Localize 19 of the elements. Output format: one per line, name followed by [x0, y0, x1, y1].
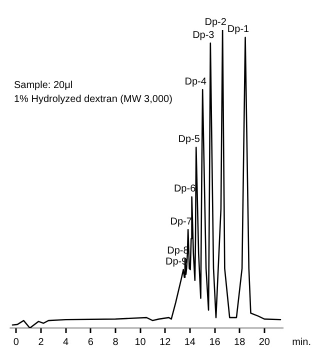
annotation: Dp-3: [192, 30, 215, 41]
x-tick-label: 6: [88, 336, 94, 348]
x-tick-label: 18: [234, 336, 246, 348]
x-tick-label: 10: [134, 336, 146, 348]
x-axis-title: min.: [292, 336, 311, 348]
x-tick-label: 12: [160, 336, 172, 348]
x-tick-label: 16: [209, 336, 221, 348]
x-tick-label: 14: [184, 336, 196, 348]
annotation: Dp-2: [204, 16, 227, 28]
annotation: Dp-5: [178, 134, 200, 146]
x-tick-label: 4: [63, 336, 70, 348]
x-tick-label: 8: [112, 336, 119, 348]
annotation: 1% Hydrolyzed dextran (MW 3,000): [14, 94, 172, 105]
x-tick-label: 20: [258, 336, 270, 348]
annotation: Sample: 20μl: [14, 80, 73, 91]
annotation: Dp-4: [184, 76, 207, 88]
x-tick-label: 2: [38, 336, 44, 348]
x-tick-label: 0: [13, 336, 20, 348]
annotation: Dp-1: [227, 24, 250, 36]
